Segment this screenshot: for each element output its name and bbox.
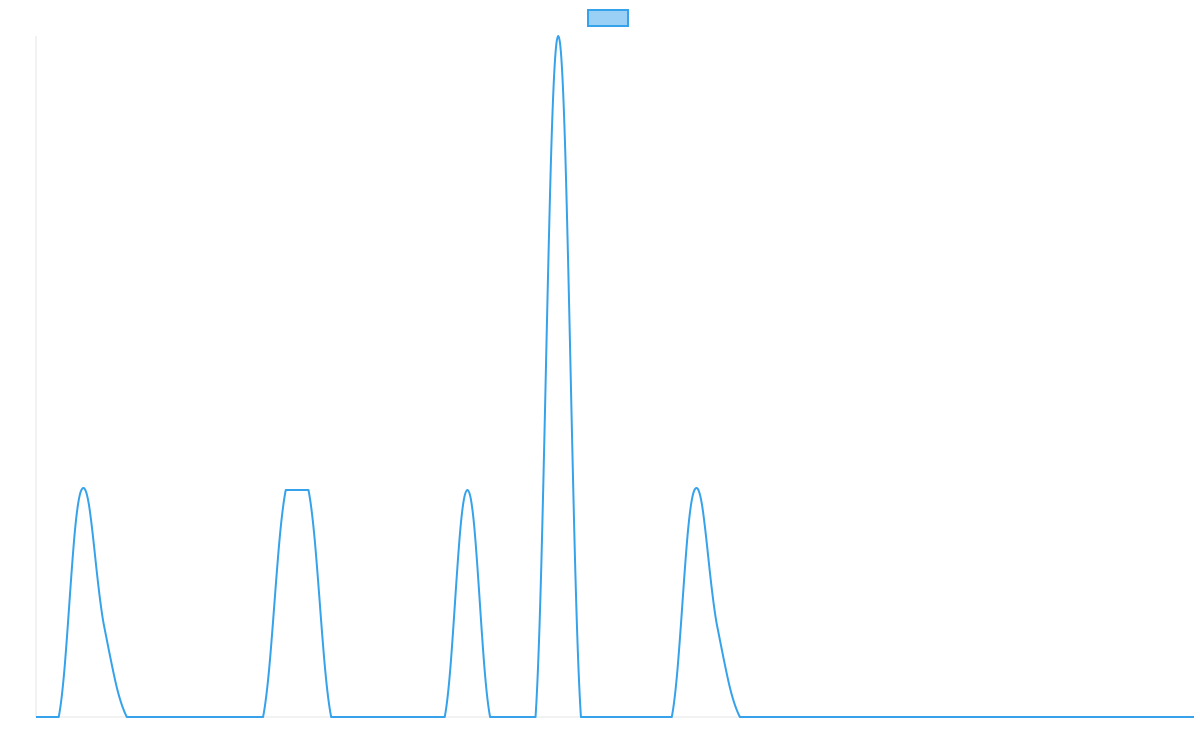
data-point[interactable] (533, 714, 539, 720)
data-point[interactable] (578, 714, 584, 720)
data-point[interactable] (623, 714, 629, 720)
data-point[interactable] (691, 487, 697, 493)
data-point[interactable] (805, 714, 811, 720)
data-point[interactable] (464, 487, 470, 493)
data-point[interactable] (1009, 714, 1015, 720)
data-point[interactable] (169, 714, 175, 720)
data-point[interactable] (828, 714, 834, 720)
data-point[interactable] (396, 714, 402, 720)
data-point[interactable] (33, 714, 39, 720)
data-point[interactable] (328, 714, 334, 720)
data-point[interactable] (896, 714, 902, 720)
data-point[interactable] (1168, 714, 1174, 720)
data-point[interactable] (737, 714, 743, 720)
data-point[interactable] (919, 714, 925, 720)
data-point[interactable] (124, 714, 130, 720)
legend-swatch[interactable] (587, 9, 629, 27)
data-point[interactable] (1100, 714, 1106, 720)
data-point[interactable] (237, 714, 243, 720)
data-point[interactable] (1077, 714, 1083, 720)
data-point[interactable] (101, 623, 107, 629)
data-point[interactable] (1055, 714, 1061, 720)
data-point[interactable] (442, 714, 448, 720)
data-point[interactable] (601, 714, 607, 720)
data-point[interactable] (260, 714, 266, 720)
series-line (35, 35, 1194, 719)
data-point[interactable] (510, 714, 516, 720)
data-point[interactable] (374, 714, 380, 720)
data-point[interactable] (873, 714, 879, 720)
data-point[interactable] (305, 487, 311, 493)
data-point[interactable] (555, 33, 561, 39)
data-point[interactable] (1191, 714, 1197, 720)
data-point[interactable] (147, 714, 153, 720)
data-point[interactable] (215, 714, 221, 720)
data-point[interactable] (1032, 714, 1038, 720)
data-point[interactable] (850, 714, 856, 720)
data-point[interactable] (760, 714, 766, 720)
data-point[interactable] (419, 714, 425, 720)
series-layer (33, 33, 1197, 720)
data-point[interactable] (1123, 714, 1129, 720)
data-point[interactable] (646, 714, 652, 720)
data-point[interactable] (987, 714, 993, 720)
data-point[interactable] (669, 714, 675, 720)
legend[interactable] (587, 9, 629, 27)
data-point[interactable] (351, 714, 357, 720)
data-point[interactable] (283, 487, 289, 493)
data-point[interactable] (487, 714, 493, 720)
data-point[interactable] (782, 714, 788, 720)
data-point[interactable] (941, 714, 947, 720)
data-point[interactable] (78, 487, 84, 493)
data-point[interactable] (964, 714, 970, 720)
data-point[interactable] (714, 623, 720, 629)
data-point[interactable] (1146, 714, 1152, 720)
data-point[interactable] (56, 714, 62, 720)
data-point[interactable] (192, 714, 198, 720)
